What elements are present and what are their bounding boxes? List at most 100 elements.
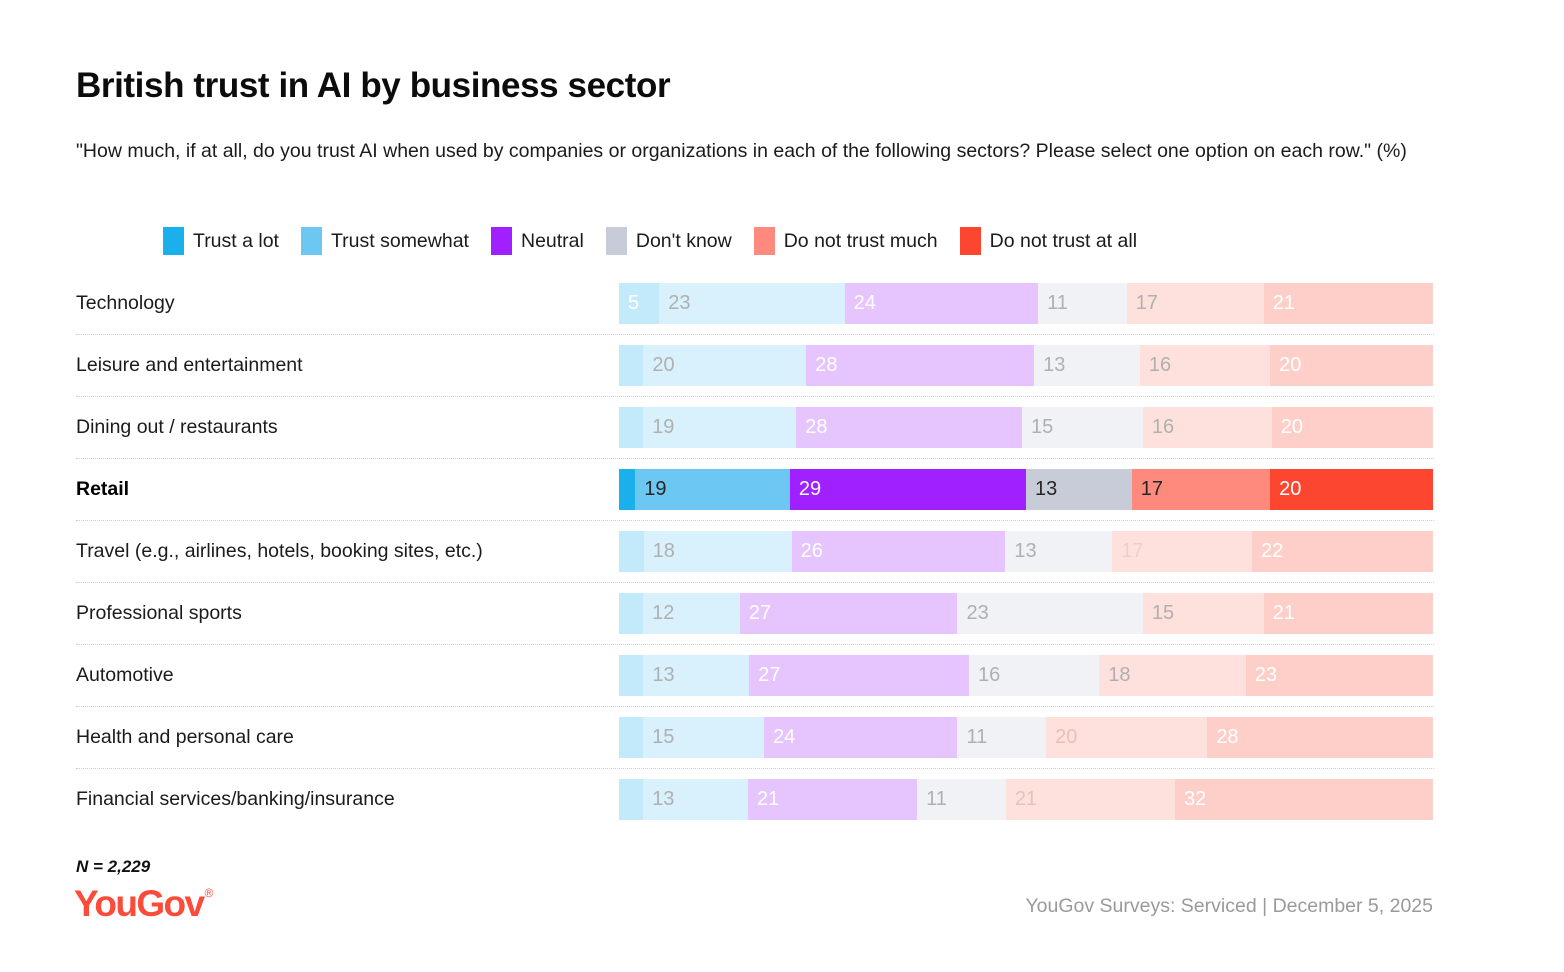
bar-segment[interactable] [619, 531, 644, 572]
segment-value-label: 16 [1151, 416, 1175, 438]
bar-segment[interactable]: 29 [789, 469, 1026, 510]
chart-subtitle: "How much, if at all, do you trust AI wh… [76, 140, 1407, 162]
legend-swatch-icon [490, 227, 512, 255]
bar-segment[interactable]: 28 [1207, 717, 1433, 758]
bar-segment[interactable] [619, 717, 644, 758]
bar-segment[interactable]: 24 [764, 717, 958, 758]
legend-label: Neutral [520, 229, 584, 252]
bar-segment[interactable]: 21 [1005, 779, 1176, 820]
stacked-bar: 19 29 13 17 20 [619, 469, 1433, 510]
legend-label: Trust a lot [193, 229, 279, 252]
bar-segment[interactable]: 20 [1270, 469, 1433, 510]
bar-segment[interactable]: 27 [749, 655, 969, 696]
legend-item[interactable]: Do not trust much [753, 227, 938, 255]
bar-segment[interactable]: 18 [1099, 655, 1246, 696]
legend-item[interactable]: Trust a lot [163, 227, 279, 255]
legend-item[interactable]: Do not trust at all [959, 227, 1137, 255]
chart-row[interactable]: Automotive 13 27 16 18 23 [76, 644, 1434, 706]
category-label: Health and personal care [76, 726, 294, 748]
bar-segment[interactable]: 11 [917, 779, 1006, 820]
bar-segment[interactable]: 21 [747, 779, 918, 820]
row-divider [76, 334, 1434, 335]
legend-swatch-icon [300, 227, 322, 255]
chart-row[interactable]: Travel (e.g., airlines, hotels, booking … [76, 520, 1434, 582]
bar-segment[interactable]: 11 [1038, 283, 1127, 324]
segment-value-label: 21 [1272, 292, 1295, 314]
bar-segment[interactable]: 26 [791, 531, 1006, 572]
bar-segment[interactable]: 22 [1252, 531, 1433, 572]
segment-value-label: 32 [1184, 788, 1207, 810]
bar-segment[interactable]: 32 [1175, 779, 1433, 820]
bar-segment[interactable] [619, 779, 644, 820]
bar-segment[interactable]: 20 [1270, 345, 1433, 386]
segment-value-label: 22 [1261, 540, 1284, 562]
bar-segment[interactable]: 23 [1245, 655, 1433, 696]
bar-segment[interactable]: 13 [643, 779, 748, 820]
category-label: Automotive [76, 664, 174, 686]
bar-segment[interactable]: 20 [1271, 407, 1433, 448]
bar-segment[interactable]: 24 [844, 283, 1039, 324]
bar-segment[interactable]: 13 [1005, 531, 1113, 572]
segment-value-label: 26 [800, 540, 823, 562]
bar-segment[interactable]: 27 [739, 593, 958, 634]
bar-segment[interactable]: 16 [968, 655, 1100, 696]
bar-segment[interactable]: 12 [643, 593, 740, 634]
row-divider [76, 458, 1434, 459]
bar-segment[interactable]: 15 [1021, 407, 1143, 448]
bar-segment[interactable]: 28 [806, 345, 1035, 386]
bar-segment[interactable]: 23 [957, 593, 1143, 634]
bar-segment[interactable] [619, 593, 644, 634]
segment-value-label: 21 [1272, 602, 1295, 624]
chart-row[interactable]: Leisure and entertainment 20 28 13 16 20 [76, 334, 1434, 396]
segment-value-label: 24 [853, 292, 876, 314]
chart-row[interactable]: Professional sports 12 27 23 15 21 [76, 582, 1434, 644]
bar-segment[interactable]: 20 [1046, 717, 1208, 758]
bar-segment[interactable]: 19 [643, 407, 797, 448]
bar-segment[interactable]: 13 [1034, 345, 1140, 386]
row-divider [76, 520, 1434, 521]
bar-segment[interactable]: 16 [1142, 407, 1272, 448]
legend-item[interactable]: Don't know [605, 227, 732, 255]
bar-segment[interactable] [619, 407, 644, 448]
chart-row[interactable]: Dining out / restaurants 19 28 15 16 20 [76, 396, 1434, 458]
bar-segment[interactable]: 11 [957, 717, 1047, 758]
segment-value-label: 29 [798, 478, 822, 500]
stacked-bar: 18 26 13 17 22 [619, 531, 1433, 572]
chart-row[interactable]: Retail 19 29 13 17 20 [76, 458, 1434, 520]
bar-segment[interactable] [619, 655, 644, 696]
legend-item[interactable]: Trust somewhat [300, 227, 469, 255]
row-divider [76, 396, 1434, 397]
segment-value-label: 11 [966, 726, 988, 748]
chart-row[interactable]: Technology 5 23 24 11 17 21 [76, 272, 1434, 334]
segment-value-label: 17 [1135, 292, 1158, 314]
bar-segment[interactable]: 19 [635, 469, 790, 510]
bar-segment[interactable]: 23 [659, 283, 845, 324]
bar-segment[interactable]: 17 [1126, 283, 1264, 324]
bar-segment[interactable] [619, 345, 644, 386]
bar-segment[interactable]: 21 [1263, 593, 1433, 634]
bar-segment[interactable]: 28 [796, 407, 1022, 448]
category-label: Financial services/banking/insurance [76, 788, 395, 810]
segment-value-label: 20 [1280, 416, 1304, 438]
bar-segment[interactable]: 17 [1112, 531, 1253, 572]
segment-value-label: 20 [652, 354, 675, 376]
bar-segment[interactable]: 17 [1131, 469, 1271, 510]
chart-row[interactable]: Health and personal care 15 24 11 20 28 [76, 706, 1434, 768]
bar-segment[interactable]: 21 [1263, 283, 1433, 324]
segment-value-label: 15 [1030, 416, 1054, 438]
bar-segment[interactable] [619, 469, 636, 510]
legend-label: Trust somewhat [330, 229, 469, 252]
chart-legend: Trust a lot Trust somewhat Neutral Don't kn… [163, 225, 1159, 257]
bar-segment[interactable]: 15 [1142, 593, 1264, 634]
bar-segment[interactable]: 13 [1025, 469, 1132, 510]
bar-segment[interactable]: 18 [643, 531, 792, 572]
bar-segment[interactable]: 13 [643, 655, 750, 696]
bar-segment[interactable]: 20 [643, 345, 807, 386]
chart-row[interactable]: Financial services/banking/insurance 13 21… [76, 768, 1434, 830]
segment-value-label: 18 [1108, 664, 1131, 686]
bar-segment[interactable]: 5 [619, 283, 660, 324]
yougov-logo: YouGov ® [74, 885, 213, 922]
bar-segment[interactable]: 15 [643, 717, 765, 758]
legend-item[interactable]: Neutral [490, 227, 584, 255]
bar-segment[interactable]: 16 [1139, 345, 1271, 386]
